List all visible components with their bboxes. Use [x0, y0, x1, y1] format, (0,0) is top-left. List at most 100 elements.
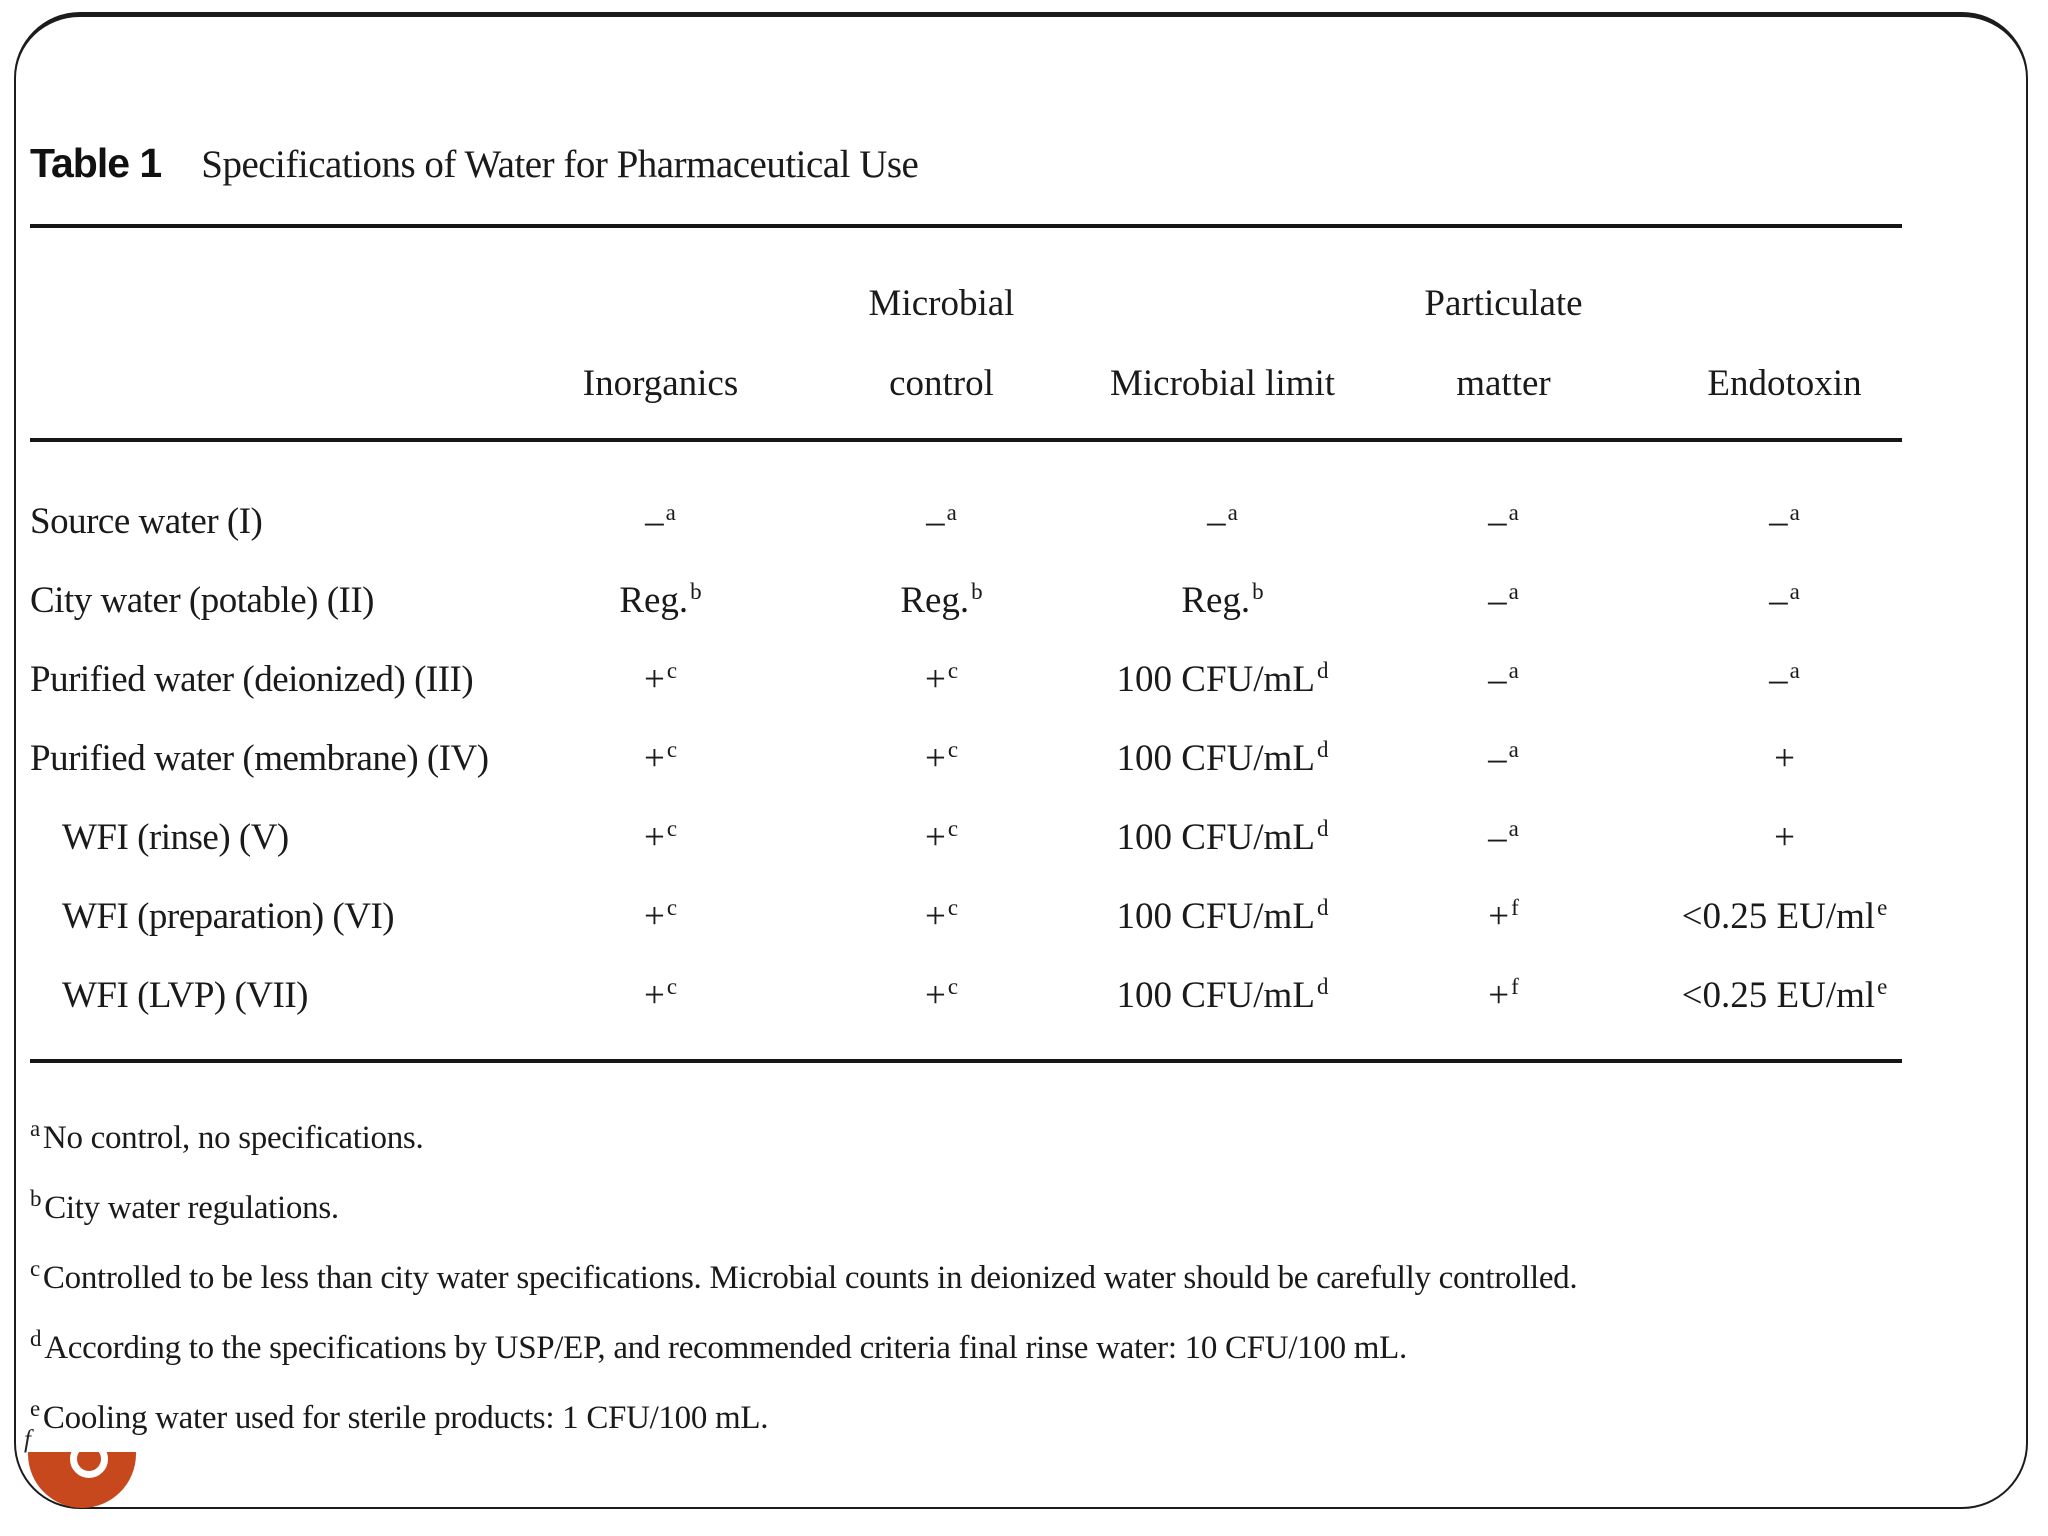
cell-value: Reg. — [1181, 580, 1251, 621]
table-caption: Specifications of Water for Pharmaceutic… — [201, 143, 919, 186]
table-cell: Reg.b — [1082, 579, 1363, 622]
cell-value: – — [1488, 501, 1507, 542]
cell-value: + — [924, 896, 946, 937]
table-label: Table 1 — [30, 140, 162, 186]
row-label: WFI (LVP) (VII) — [62, 975, 308, 1016]
cell-value: – — [645, 501, 664, 542]
cell-value: 100 CFU/mL — [1116, 738, 1315, 779]
footnotes: aNo control, no specifications. bCity wat… — [30, 1103, 1926, 1453]
table-row: City water (potable) (II) Reg.b Reg.b Reg.b… — [30, 561, 1926, 640]
cutoff-footnote-marker: f — [24, 1426, 31, 1453]
table-cell: 100 CFU/mLd — [1082, 737, 1363, 780]
table-cell: +f — [1363, 974, 1644, 1017]
table-cell: –a — [520, 500, 801, 543]
cell-superscript: c — [947, 894, 959, 920]
table-cell: +c — [520, 895, 801, 938]
table-cell: <0.25 EU/mle — [1644, 895, 1925, 938]
table-body: Source water (I) –a –a –a –a –a City water (po… — [30, 442, 1926, 1059]
table-cell: 100 CFU/mLd — [1082, 974, 1363, 1017]
table-cell: 100 CFU/mLd — [1082, 658, 1363, 701]
column-header-line1 — [1082, 264, 1363, 344]
table-cell: –a — [1082, 500, 1363, 543]
footnote-marker: e — [30, 1396, 40, 1421]
table-cell: +c — [801, 816, 1082, 859]
cell-superscript: e — [1877, 894, 1888, 920]
column-header: Inorganics — [520, 264, 801, 424]
rule-header — [30, 438, 1902, 442]
footnote-marker: b — [30, 1186, 42, 1211]
rule-bottom — [30, 1059, 1902, 1063]
table-cell: –a — [1363, 737, 1644, 780]
table-cell: –a — [1363, 579, 1644, 622]
cell-value: 100 CFU/mL — [1116, 896, 1315, 937]
footnote-text: Cooling water used for sterile products:… — [42, 1400, 769, 1436]
cell-superscript: a — [946, 499, 957, 525]
footnote: bCity water regulations. — [30, 1173, 1926, 1243]
footnote-text: City water regulations. — [44, 1190, 339, 1226]
row-label: Source water (I) — [30, 501, 263, 542]
white-ring-icon — [70, 1452, 108, 1478]
cell-value: – — [926, 501, 945, 542]
cell-value: + — [924, 659, 946, 700]
cell-value: 100 CFU/mL — [1116, 659, 1315, 700]
table-cell: + — [1644, 737, 1925, 780]
table-cell: +c — [520, 737, 801, 780]
column-header-line2: control — [889, 363, 994, 404]
footnote: dAccording to the specifications by USP/… — [30, 1313, 1926, 1383]
cell-superscript: a — [1508, 736, 1519, 762]
table-row: WFI (rinse) (V) +c +c 100 CFU/mLd –a + — [30, 798, 1926, 877]
footnote-marker: a — [30, 1116, 40, 1141]
row-label: Purified water (deionized) (III) — [30, 659, 474, 700]
cell-value: + — [924, 975, 946, 1016]
cell-superscript: c — [947, 657, 959, 683]
table-row: Purified water (deionized) (III) +c +c 100 … — [30, 640, 1926, 719]
cell-superscript: b — [971, 578, 983, 604]
footnote: eCooling water used for sterile products… — [30, 1383, 1926, 1453]
column-header: Microbial control — [801, 264, 1082, 424]
column-header-line1 — [520, 264, 801, 344]
table-cell: +c — [801, 658, 1082, 701]
table-cell: –a — [1644, 579, 1925, 622]
column-header: Endotoxin — [1644, 264, 1925, 424]
cell-value: + — [643, 817, 665, 858]
table-cell: –a — [1644, 658, 1925, 701]
cell-value: + — [643, 738, 665, 779]
cell-superscript: a — [1789, 578, 1800, 604]
table-cell: +c — [801, 895, 1082, 938]
cell-superscript: a — [1789, 499, 1800, 525]
column-header-line2: Endotoxin — [1707, 363, 1862, 404]
column-header: Microbial limit — [1082, 264, 1363, 424]
table-cell: +c — [801, 974, 1082, 1017]
table-cell: +f — [1363, 895, 1644, 938]
row-label: WFI (rinse) (V) — [62, 817, 289, 858]
row-label: WFI (preparation) (VI) — [62, 896, 395, 937]
cell-superscript: a — [1227, 499, 1238, 525]
table-cell: Reg.b — [801, 579, 1082, 622]
table-cell: +c — [520, 974, 801, 1017]
cell-superscript: c — [947, 973, 959, 999]
cell-superscript: a — [1508, 657, 1519, 683]
cell-value: Reg. — [900, 580, 970, 621]
cell-superscript: d — [1316, 973, 1329, 999]
footnote-text: According to the specifications by USP/E… — [44, 1330, 1407, 1366]
column-header-blank — [30, 264, 520, 424]
table-row: WFI (LVP) (VII) +c +c 100 CFU/mLd +f <0.25 EU… — [30, 956, 1926, 1035]
table-cell: +c — [520, 658, 801, 701]
table-cell: –a — [1363, 816, 1644, 859]
cell-value: <0.25 EU/ml — [1681, 896, 1876, 937]
cell-value: – — [1769, 659, 1788, 700]
column-header-line1: Microbial — [868, 283, 1015, 324]
cell-value: – — [1488, 580, 1507, 621]
table-title: Table 1 Specifications of Water for Phar… — [30, 140, 1926, 198]
cell-superscript: e — [1877, 973, 1888, 999]
cell-superscript: c — [947, 815, 959, 841]
footnote-text: Controlled to be less than city water sp… — [42, 1260, 1578, 1296]
column-header-line1: Particulate — [1424, 283, 1583, 324]
cell-superscript: d — [1316, 815, 1329, 841]
column-header-line2: Inorganics — [582, 363, 739, 404]
cell-superscript: a — [1789, 657, 1800, 683]
table-cell: +c — [520, 816, 801, 859]
cell-value: – — [1488, 817, 1507, 858]
slide-border — [14, 12, 2028, 1509]
